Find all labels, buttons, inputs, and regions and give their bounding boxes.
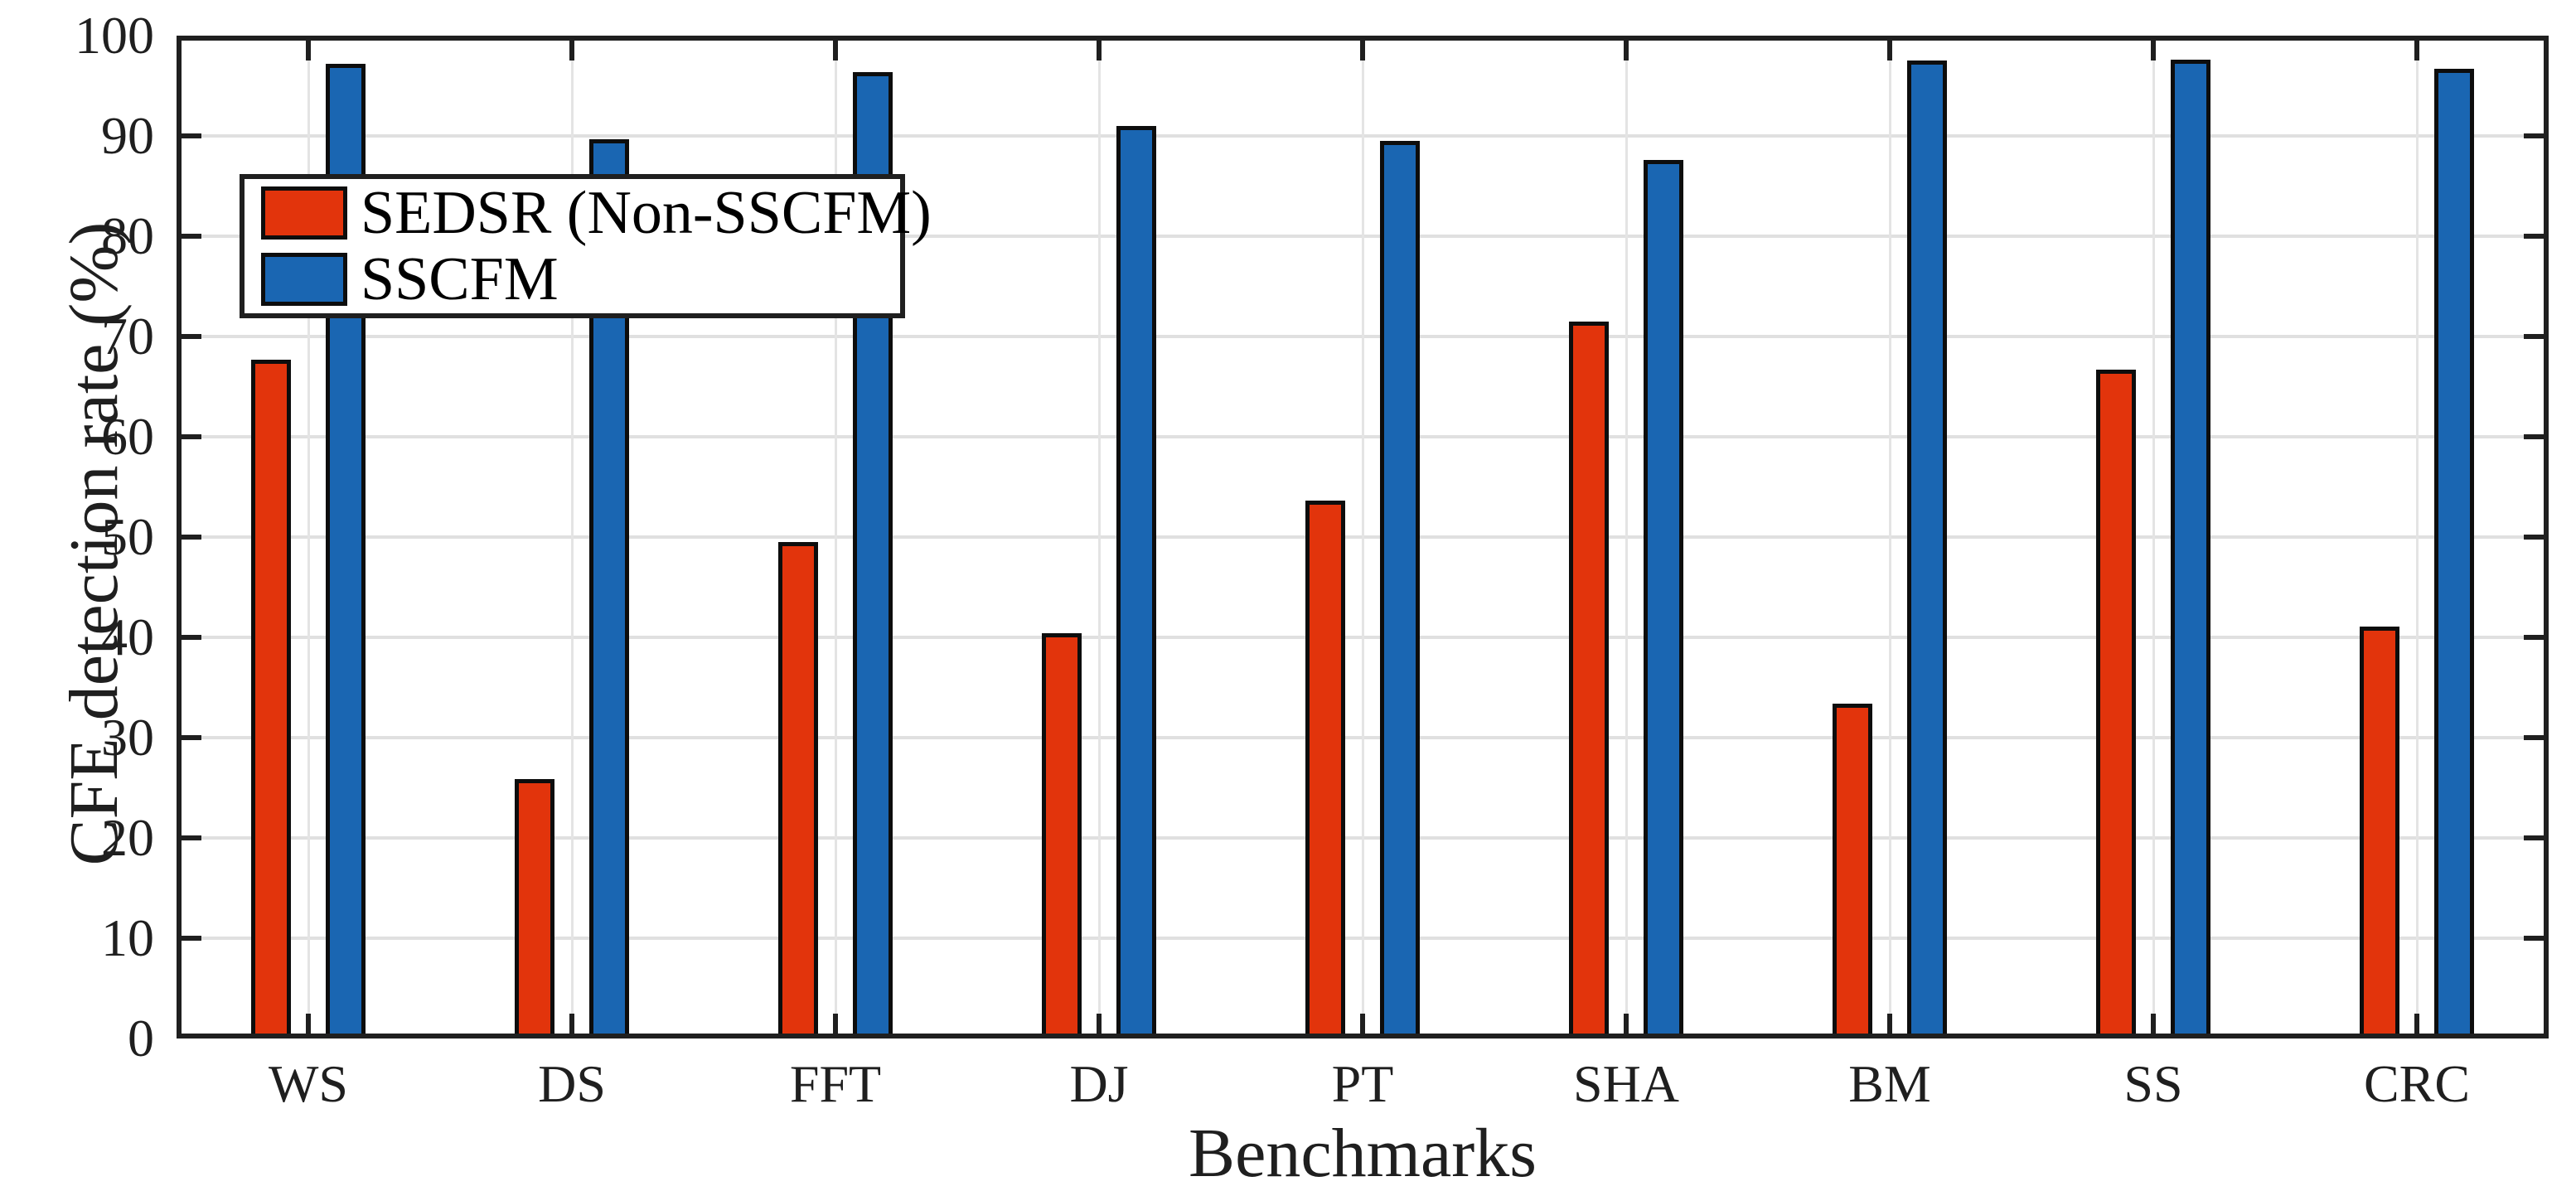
y-tick-right xyxy=(2524,535,2549,540)
x-tick-top xyxy=(833,36,838,61)
x-tick-label: WS xyxy=(269,1054,348,1113)
y-tick-right xyxy=(2524,835,2549,840)
x-tick-label: FFT xyxy=(789,1054,882,1113)
x-tick-top xyxy=(1097,36,1102,61)
bar-sedsr-DS xyxy=(515,779,554,1038)
v-gridline xyxy=(1361,36,1364,1038)
x-tick-bottom xyxy=(1097,1014,1102,1038)
x-tick-label: DS xyxy=(538,1054,606,1113)
bar-sedsr-SS xyxy=(2096,370,2136,1038)
bar-sedsr-CRC xyxy=(2360,627,2399,1038)
x-tick-top xyxy=(1360,36,1365,61)
v-gridline xyxy=(2415,36,2419,1038)
y-tick-label: 70 xyxy=(101,307,154,366)
legend-swatch-sedsr xyxy=(261,186,347,240)
y-tick-right xyxy=(2524,635,2549,640)
x-tick-bottom xyxy=(1360,1014,1365,1038)
bar-sedsr-DJ xyxy=(1042,633,1082,1038)
y-tick-label: 10 xyxy=(101,908,154,967)
legend-row-sscfm: SSCFM xyxy=(261,245,900,313)
y-tick-right xyxy=(2524,234,2549,239)
x-tick-bottom xyxy=(2151,1014,2156,1038)
bar-sedsr-PT xyxy=(1305,501,1345,1038)
legend-label-sscfm: SSCFM xyxy=(361,245,559,313)
y-tick-left xyxy=(177,234,201,239)
y-tick-left xyxy=(177,133,201,138)
x-tick-label: BM xyxy=(1848,1054,1931,1113)
y-tick-label: 40 xyxy=(101,608,154,666)
y-tick-label: 100 xyxy=(75,6,154,65)
y-tick-label: 80 xyxy=(101,206,154,265)
x-tick-label: SHA xyxy=(1572,1054,1680,1113)
y-tick-left xyxy=(177,434,201,439)
y-tick-label: 90 xyxy=(101,106,154,165)
x-tick-label: CRC xyxy=(2363,1054,2471,1113)
v-gridline xyxy=(1097,36,1101,1038)
y-tick-right xyxy=(2524,133,2549,138)
x-tick-bottom xyxy=(833,1014,838,1038)
bar-sedsr-FFT xyxy=(778,542,818,1038)
bar-sscfm-CRC xyxy=(2434,69,2474,1038)
y-tick-right xyxy=(2524,434,2549,439)
y-tick-label: 20 xyxy=(101,808,154,867)
v-gridline xyxy=(570,36,574,1038)
x-tick-top xyxy=(306,36,311,61)
x-tick-bottom xyxy=(1887,1014,1892,1038)
x-tick-top xyxy=(1624,36,1629,61)
y-tick-left xyxy=(177,936,201,941)
y-tick-label: 60 xyxy=(101,407,154,466)
v-gridline xyxy=(1625,36,1628,1038)
bar-sedsr-WS xyxy=(251,360,291,1038)
legend-row-sedsr: SEDSR (Non-SSCFM) xyxy=(261,182,932,244)
v-gridline xyxy=(834,36,837,1038)
bar-sedsr-SHA xyxy=(1569,322,1609,1038)
x-tick-label: SS xyxy=(2123,1054,2183,1113)
y-tick-label: 50 xyxy=(101,507,154,566)
x-tick-bottom xyxy=(306,1014,311,1038)
y-tick-right xyxy=(2524,936,2549,941)
x-tick-bottom xyxy=(2414,1014,2419,1038)
y-tick-left xyxy=(177,334,201,339)
bar-sedsr-BM xyxy=(1833,704,1872,1038)
x-tick-label: DJ xyxy=(1069,1054,1129,1113)
legend-label-sedsr: SEDSR (Non-SSCFM) xyxy=(361,179,932,247)
v-gridline xyxy=(307,36,310,1038)
y-tick-left xyxy=(177,735,201,740)
x-tick-label: PT xyxy=(1331,1054,1394,1113)
y-tick-left xyxy=(177,835,201,840)
v-gridline xyxy=(1888,36,1891,1038)
x-tick-bottom xyxy=(569,1014,574,1038)
x-tick-top xyxy=(2414,36,2419,61)
legend: SEDSR (Non-SSCFM) SSCFM xyxy=(240,174,932,318)
bar-sscfm-PT xyxy=(1380,141,1420,1038)
legend-swatch-sscfm xyxy=(261,253,347,306)
x-tick-top xyxy=(569,36,574,61)
bar-sscfm-SHA xyxy=(1644,160,1683,1038)
y-tick-right xyxy=(2524,735,2549,740)
y-tick-label: 0 xyxy=(128,1009,154,1068)
v-gridline xyxy=(2152,36,2155,1038)
plot-area xyxy=(177,36,2549,1038)
x-tick-top xyxy=(2151,36,2156,61)
x-tick-bottom xyxy=(1624,1014,1629,1038)
y-axis-title: CFE detection rate (%) xyxy=(56,221,133,866)
y-tick-left xyxy=(177,535,201,540)
x-tick-top xyxy=(1887,36,1892,61)
y-tick-left xyxy=(177,635,201,640)
y-tick-label: 30 xyxy=(101,708,154,767)
x-axis-title: Benchmarks xyxy=(1189,1115,1537,1191)
bar-sscfm-DJ xyxy=(1116,126,1156,1038)
y-tick-right xyxy=(2524,334,2549,339)
bar-sscfm-SS xyxy=(2171,60,2210,1038)
bar-sscfm-BM xyxy=(1907,61,1947,1038)
